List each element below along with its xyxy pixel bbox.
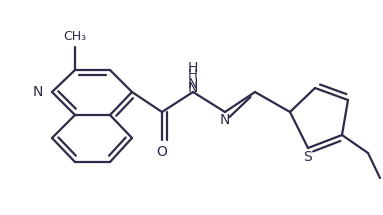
- Text: H: H: [188, 68, 198, 80]
- Text: CH₃: CH₃: [64, 31, 87, 43]
- Text: N: N: [33, 85, 43, 99]
- Text: O: O: [157, 145, 167, 159]
- Text: N: N: [220, 113, 230, 127]
- Text: S: S: [304, 150, 313, 164]
- Text: N: N: [188, 81, 198, 95]
- Text: H: H: [188, 61, 198, 75]
- Text: N: N: [188, 77, 198, 91]
